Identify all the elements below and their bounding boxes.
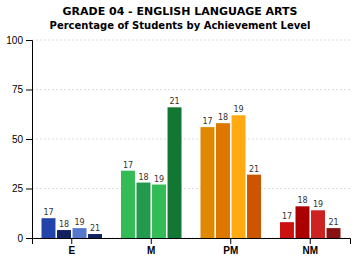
x-axis: E M PM NM bbox=[33, 238, 351, 256]
title: GRADE 04 - ENGLISH LANGUAGE ARTS bbox=[63, 5, 298, 18]
y-tick-mark bbox=[26, 139, 32, 140]
x-tick-mark bbox=[310, 238, 311, 244]
chart: GRADE 04 - ENGLISH LANGUAGE ARTS Percenta… bbox=[0, 0, 360, 260]
bar-label: 19 bbox=[233, 105, 243, 114]
y-tick-mark bbox=[26, 90, 32, 91]
grid-line bbox=[32, 139, 350, 140]
x-tick-mark bbox=[71, 238, 72, 244]
x-tick: M bbox=[147, 238, 155, 256]
bar bbox=[152, 185, 166, 238]
bar bbox=[327, 228, 341, 238]
bar-labels: 17 17 17 17 18 18 18 18 19 19 19 19 21 21 21 21 bbox=[43, 97, 338, 233]
y-tick-label: 0 bbox=[17, 233, 23, 244]
bar-label: 17 bbox=[123, 161, 133, 170]
bar-label: 21 bbox=[90, 224, 100, 233]
bar bbox=[137, 183, 151, 238]
y-axis: 0 25 50 75 100 bbox=[6, 35, 32, 244]
x-axis-line bbox=[33, 239, 351, 245]
y-tick-label: 75 bbox=[12, 84, 24, 95]
grid bbox=[32, 40, 350, 238]
bar-label: 21 bbox=[169, 97, 179, 106]
x-tick: PM bbox=[223, 238, 238, 256]
grid-line bbox=[32, 89, 350, 90]
y-tick: 0 bbox=[17, 233, 32, 244]
bar bbox=[88, 234, 102, 238]
x-tick-label: M bbox=[147, 245, 155, 256]
y-tick-mark bbox=[26, 40, 32, 41]
y-tick: 100 bbox=[6, 35, 32, 46]
subtitle: Percentage of Students by Achievement Le… bbox=[50, 20, 311, 31]
bar-label: 17 bbox=[282, 212, 292, 221]
y-axis-line bbox=[26, 41, 33, 239]
bar-label: 21 bbox=[249, 165, 259, 174]
bar-label: 17 bbox=[43, 208, 53, 217]
bar-label: 18 bbox=[297, 196, 307, 205]
x-tick: E bbox=[68, 238, 75, 256]
bar-label: 19 bbox=[154, 175, 164, 184]
bar bbox=[168, 107, 182, 238]
bar-label: 17 bbox=[202, 117, 212, 126]
bar bbox=[232, 115, 246, 238]
plot: 17 17 17 17 18 18 18 18 19 19 19 19 21 21 21 21 E M PM NM 0 2… bbox=[6, 35, 350, 256]
y-tick-label: 50 bbox=[12, 134, 24, 145]
bar bbox=[296, 206, 310, 238]
x-tick-label: E bbox=[68, 245, 75, 256]
bar bbox=[216, 123, 230, 238]
x-tick-mark bbox=[151, 238, 152, 244]
x-tick-label: NM bbox=[302, 245, 318, 256]
y-tick-label: 100 bbox=[6, 35, 23, 46]
bar bbox=[201, 127, 215, 238]
y-tick-mark bbox=[26, 189, 32, 190]
x-tick-label: PM bbox=[223, 245, 238, 256]
bar bbox=[280, 222, 294, 238]
y-tick-label: 25 bbox=[12, 183, 24, 194]
bar-label: 18 bbox=[59, 220, 69, 229]
bar-label: 21 bbox=[328, 218, 338, 227]
y-tick: 25 bbox=[12, 183, 32, 194]
x-tick: NM bbox=[302, 238, 318, 256]
bars bbox=[42, 107, 341, 238]
bar-label: 19 bbox=[313, 200, 323, 209]
y-tick: 50 bbox=[12, 134, 32, 145]
bar bbox=[121, 171, 135, 238]
bar-label: 18 bbox=[138, 173, 148, 182]
grid-line bbox=[32, 188, 350, 189]
bar-label: 18 bbox=[218, 113, 228, 122]
bar-label: 19 bbox=[74, 218, 84, 227]
grid-line bbox=[32, 40, 350, 41]
x-tick-mark bbox=[230, 238, 231, 244]
bar bbox=[73, 228, 87, 238]
bar bbox=[247, 175, 261, 238]
bar bbox=[57, 230, 71, 238]
y-tick: 75 bbox=[12, 84, 32, 95]
bar bbox=[42, 218, 56, 238]
bar bbox=[311, 210, 325, 238]
y-tick-mark bbox=[26, 238, 32, 239]
